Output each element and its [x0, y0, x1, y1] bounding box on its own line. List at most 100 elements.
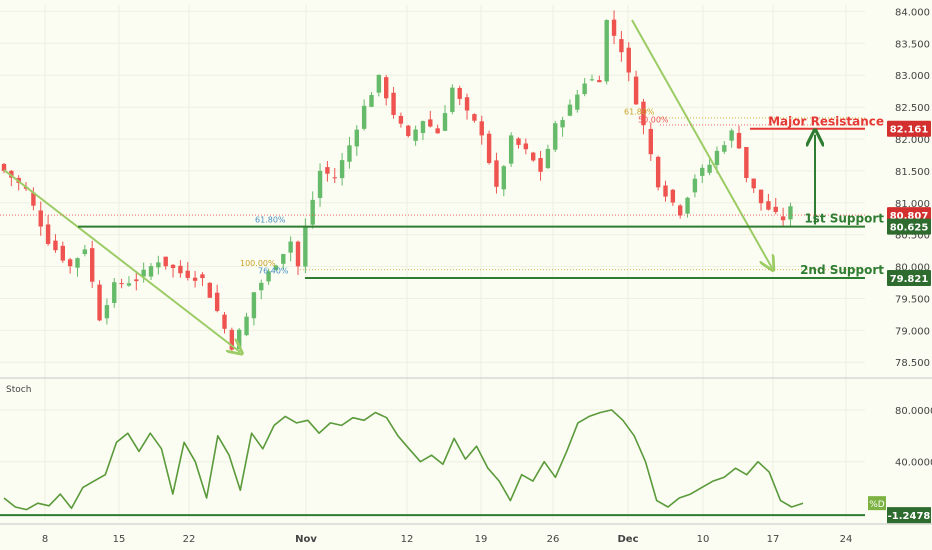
- time-tick-label: 17: [767, 534, 780, 545]
- fib-label: 61.80%: [255, 215, 286, 224]
- candle-body: [678, 205, 683, 216]
- time-tick-label: 26: [547, 534, 560, 545]
- candle-body: [104, 305, 110, 319]
- price-tick-label: 81.500: [895, 167, 930, 178]
- price-tick-label: 83.500: [895, 39, 930, 50]
- candle-body: [729, 130, 734, 141]
- time-axis[interactable]: 8 15 22 Nov 12 19 26 Dec 10 17 24: [42, 534, 853, 545]
- time-tick-label: 19: [475, 534, 488, 545]
- candle-body: [303, 227, 308, 267]
- candle-body: [222, 314, 227, 329]
- stoch-legend-badge: %D: [869, 500, 885, 510]
- candle-body: [736, 132, 742, 149]
- stoch-legend-badge-bg: [868, 496, 886, 511]
- candle-body: [641, 101, 646, 126]
- candle-body: [545, 148, 551, 169]
- candle-body: [273, 265, 279, 271]
- candle-body: [259, 282, 264, 291]
- candle-body: [486, 133, 492, 164]
- candle-body: [663, 185, 668, 197]
- candle-body: [97, 284, 102, 321]
- candle-body: [692, 178, 698, 193]
- time-tick-label: 24: [840, 534, 853, 545]
- candle-body: [597, 80, 602, 83]
- candle-body: [744, 146, 749, 179]
- price-tick-label: 80.500: [895, 231, 930, 242]
- candle-body: [398, 115, 404, 124]
- candle-body: [266, 271, 271, 282]
- fib-label: 76.40%: [258, 266, 289, 275]
- candle-body: [420, 121, 426, 134]
- candle-body: [589, 79, 595, 81]
- candle-body: [384, 77, 389, 99]
- price-tick-label: 78.500: [895, 358, 930, 369]
- trend-arrow: [3, 169, 240, 352]
- price-tick-label: 81.000: [895, 199, 930, 210]
- candle-body: [472, 114, 477, 121]
- stochastic-oscillator: 80.0000 40.0000 %D-1.2478: [0, 406, 932, 524]
- candle-body: [170, 264, 176, 269]
- candle-body: [361, 105, 367, 129]
- candle-body: [428, 119, 433, 127]
- candle-body: [112, 282, 117, 303]
- candle-body: [310, 199, 315, 225]
- candle-body: [325, 167, 330, 174]
- candle-body: [347, 145, 352, 162]
- stoch-value-badge: -1.2478: [888, 511, 931, 522]
- candle-body: [560, 120, 565, 128]
- resistance-price-badge: 82.161: [890, 125, 929, 136]
- candle-body: [406, 125, 411, 136]
- candle-body: [288, 241, 293, 253]
- candle-body: [339, 160, 345, 179]
- candle-body: [185, 270, 190, 278]
- candle-body: [126, 283, 132, 286]
- candle-body: [464, 97, 470, 111]
- candle-body: [523, 143, 529, 150]
- candle-body: [45, 224, 51, 244]
- support2-price-badge-bg: [887, 269, 931, 286]
- candle-body: [244, 316, 249, 336]
- current-price-badge: 80.807: [890, 211, 929, 222]
- candle-body: [413, 129, 418, 141]
- candle-body: [82, 249, 88, 255]
- stoch-pane-title: Stoch: [6, 385, 31, 395]
- candle-body: [442, 113, 448, 131]
- annotations: 61.80%50.00%61.80%100.00%76.40%Major Res…: [0, 19, 884, 352]
- candle-body: [501, 166, 506, 190]
- candle-body: [722, 145, 727, 152]
- candle-body: [479, 121, 484, 136]
- candle-body: [766, 201, 771, 210]
- candle-body: [611, 19, 617, 36]
- fib-label: 50.00%: [638, 115, 669, 124]
- time-tick-label: 22: [183, 534, 196, 545]
- candle-body: [38, 210, 43, 227]
- candle-body: [567, 104, 573, 116]
- candle-body: [1, 164, 7, 171]
- candle-body: [553, 123, 558, 150]
- candle-body: [119, 283, 124, 285]
- candle-body: [788, 206, 793, 220]
- price-tick-label: 84.000: [895, 7, 930, 18]
- first-support-label: 1st Support: [804, 212, 884, 226]
- time-tick-label: Dec: [617, 534, 638, 545]
- candle-body: [626, 47, 631, 73]
- candle-body: [633, 76, 639, 105]
- price-tick-label: 83.000: [895, 71, 930, 82]
- resistance-price-badge-bg: [887, 120, 931, 137]
- candle-body: [714, 150, 720, 166]
- candle-body: [192, 277, 198, 281]
- price-tick-label: 82.000: [895, 135, 930, 146]
- candle-body: [237, 329, 242, 350]
- candle-body: [163, 256, 168, 267]
- candle-body: [31, 192, 36, 206]
- candle-body: [90, 248, 95, 282]
- candle-body: [178, 265, 183, 274]
- candle-body: [751, 178, 756, 189]
- candle-body: [75, 258, 80, 268]
- price-tick-label: 79.500: [895, 294, 930, 305]
- price-axis[interactable]: 78.500 79.000 79.500 80.000 80.500 81.000 81.5…: [887, 7, 931, 369]
- candle-body: [700, 167, 705, 176]
- candle-body: [295, 241, 301, 267]
- candle-body: [655, 156, 661, 188]
